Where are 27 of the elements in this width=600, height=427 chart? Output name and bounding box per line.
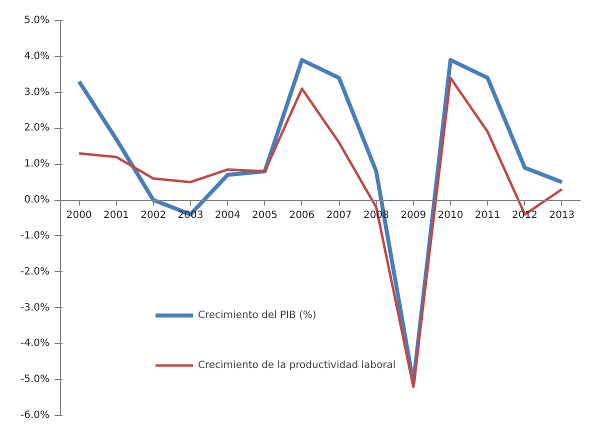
y-tick-label: 2.0% [24, 122, 50, 134]
x-tick-label: 2001 [103, 210, 129, 222]
y-tick-label: -2.0% [20, 266, 50, 278]
y-tick-label: -1.0% [20, 230, 50, 242]
y-tick-label: -3.0% [20, 302, 50, 314]
y-tick-label: 1.0% [24, 158, 50, 170]
x-tick-label: 2013 [549, 210, 575, 222]
x-tick-label: 2006 [289, 210, 315, 222]
x-tick-label: 2007 [326, 210, 352, 222]
x-tick-label: 2004 [214, 210, 240, 222]
x-tick-label: 2012 [512, 210, 538, 222]
x-tick-label: 2000 [66, 210, 92, 222]
y-tick-label: -5.0% [20, 374, 50, 386]
y-tick-label: 3.0% [24, 86, 50, 98]
x-tick-label: 2011 [474, 210, 500, 222]
y-tick-label: 0.0% [24, 194, 50, 206]
y-tick-label: 5.0% [24, 15, 50, 26]
legend-label: Crecimiento de la productividad laboral [198, 360, 396, 370]
legend-label: Crecimiento del PIB (%) [198, 310, 318, 320]
x-tick-label: 2005 [252, 210, 278, 222]
x-tick-label: 2009 [400, 210, 426, 222]
y-tick-label: 4.0% [24, 50, 50, 62]
y-tick-label: -4.0% [20, 338, 50, 350]
y-tick-label: -6.0% [20, 410, 50, 421]
x-tick-label: 2010 [438, 210, 464, 222]
x-tick-label: 2002 [140, 210, 166, 222]
x-tick-label: 2003 [178, 210, 204, 222]
